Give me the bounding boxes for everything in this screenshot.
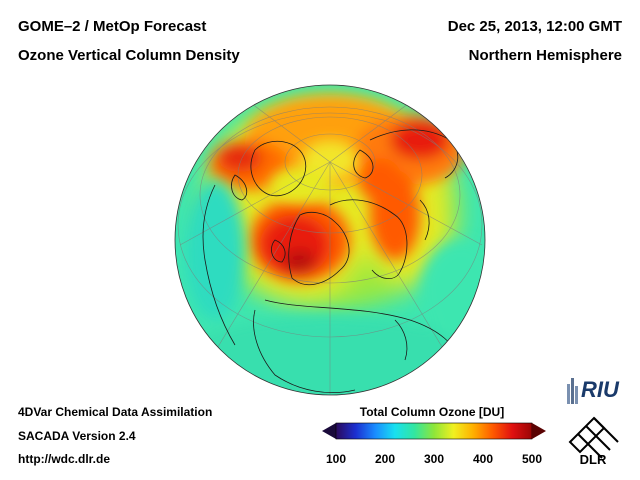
colorbar-tick-label: 500 (521, 452, 543, 466)
product-title: GOME–2 / MetOp Forecast (18, 18, 207, 35)
website-link[interactable]: http://wdc.dlr.de (18, 452, 110, 466)
dlr-logo-text: DLR (580, 452, 607, 466)
forecast-datetime: Dec 25, 2013, 12:00 GMT (447, 18, 622, 35)
dlr-logo: DLR (568, 416, 619, 466)
colorbar-max-arrow (532, 423, 546, 439)
colorbar-title: Total Column Ozone [DU] (359, 405, 505, 419)
version-label: SACADA Version 2.4 (18, 429, 136, 443)
colorbar-tick-label: 100 (325, 452, 347, 466)
globe-outline (174, 84, 486, 396)
colorbar-min-arrow (322, 423, 336, 439)
ozone-field (175, 85, 485, 395)
graticule (177, 94, 483, 395)
colorbar-tick-label: 200 (374, 452, 396, 466)
region-label: Northern Hemisphere (468, 47, 622, 64)
colorbar-gradient (335, 422, 533, 440)
colorbar-tick-label: 300 (423, 452, 445, 466)
product-subtitle: Ozone Vertical Column Density (18, 47, 240, 64)
riu-logo-text: RIU (581, 377, 620, 402)
colorbar (322, 422, 546, 440)
riu-logo: RIU (567, 377, 620, 404)
colorbar-tick-label: 400 (472, 452, 494, 466)
method-label: 4DVar Chemical Data Assimilation (18, 405, 213, 419)
